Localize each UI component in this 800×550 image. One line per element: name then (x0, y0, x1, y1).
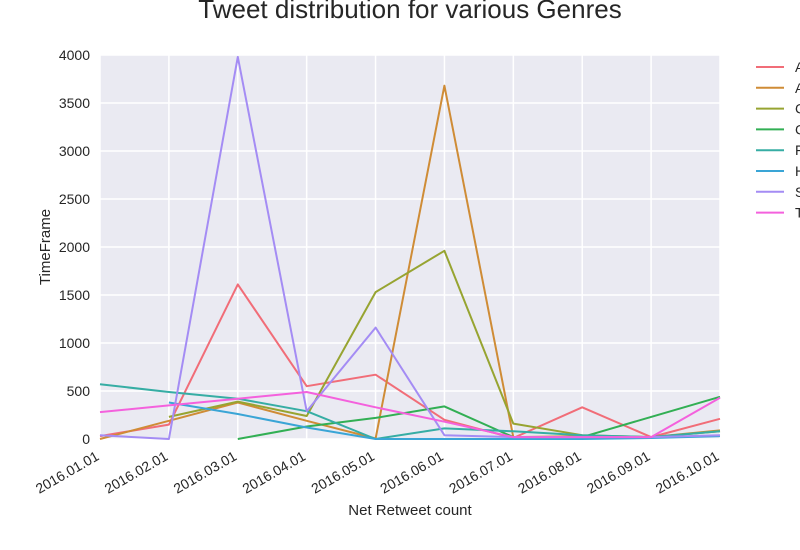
legend-entry: T (795, 205, 800, 221)
chart-title: Tweet distribution for various Genres (198, 0, 621, 24)
y-tick-label: 3500 (59, 95, 90, 111)
legend-entry: F (795, 142, 800, 158)
series-line-3 (237, 395, 721, 440)
y-tick-label: 4000 (59, 47, 90, 63)
x-tick-label: 2016.05.01 (308, 448, 377, 497)
y-tick-label: 2000 (59, 239, 90, 255)
legend: AACCFHST (756, 59, 800, 221)
y-tick-label: 2500 (59, 191, 90, 207)
y-tick-label: 1500 (59, 287, 90, 303)
y-tick-label: 500 (67, 383, 91, 399)
x-tick-label: 2016.10.01 (653, 448, 722, 497)
series-line-7 (99, 391, 721, 439)
y-axis-label: TimeFrame (37, 209, 54, 285)
x-tick-label: 2016.04.01 (239, 448, 308, 497)
legend-entry: A (795, 59, 800, 75)
y-tick-label: 3000 (59, 143, 90, 159)
x-tick-label: 2016.06.01 (377, 448, 446, 497)
y-tick-labels: 0 500 1000 1500 2000 2500 3000 3500 4000 (59, 47, 90, 447)
x-tick-label: 2016.03.01 (171, 448, 240, 497)
series-line-5 (168, 401, 721, 440)
x-tick-labels: 2016.01.01 2016.02.01 2016.03.01 2016.04.01… (33, 448, 722, 497)
x-tick-label: 2016.09.01 (584, 448, 653, 497)
legend-entry: H (795, 163, 800, 179)
x-tick-label: 2016.02.01 (102, 448, 171, 497)
series-layer (99, 55, 721, 440)
x-tick-label: 2016.01.01 (33, 448, 102, 497)
legend-entry: A (795, 80, 800, 96)
legend-entry: C (795, 121, 800, 137)
legend-entry: C (795, 101, 800, 117)
y-tick-label: 0 (82, 431, 90, 447)
x-tick-label: 2016.08.01 (515, 448, 584, 497)
x-tick-label: 2016.07.01 (446, 448, 515, 497)
y-tick-label: 1000 (59, 335, 90, 351)
legend-entry: S (795, 184, 800, 200)
series-line-0 (99, 283, 721, 439)
x-axis-label: Net Retweet count (348, 502, 472, 519)
